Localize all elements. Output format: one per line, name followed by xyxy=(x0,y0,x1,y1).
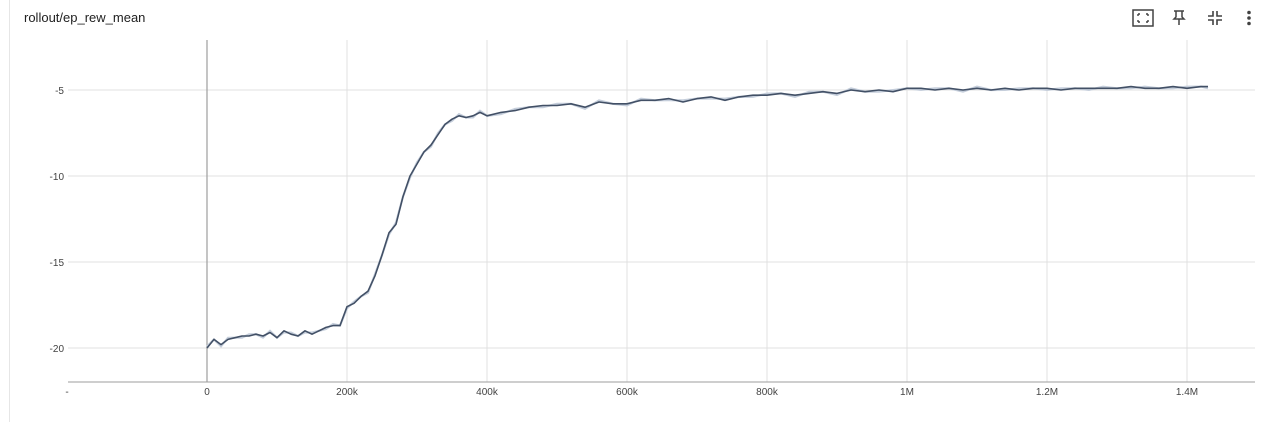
more-vert-icon[interactable] xyxy=(1238,7,1260,29)
x-tick-label: 1.4M xyxy=(1176,387,1198,398)
y-tick-label: -5 xyxy=(55,86,64,97)
x-tick-label: 800k xyxy=(756,387,779,398)
y-tick-label: -15 xyxy=(50,258,65,269)
x-tick-label: 600k xyxy=(616,387,639,398)
fit-domain-icon[interactable] xyxy=(1132,7,1154,29)
y-tick-label: -10 xyxy=(50,172,65,183)
series-smoothed-line xyxy=(206,85,1208,349)
chart-card: rollout/ep_rew_mean xyxy=(9,0,1274,422)
chart-title: rollout/ep_rew_mean xyxy=(24,10,146,25)
y-tick-label: -20 xyxy=(50,344,65,355)
chart-toolbar xyxy=(1132,7,1262,29)
x-tick-label: 1.2M xyxy=(1036,387,1058,398)
series-raw-line xyxy=(206,85,1209,348)
collapse-icon[interactable] xyxy=(1204,7,1226,29)
x-tick-label: 0 xyxy=(204,387,210,398)
pin-icon[interactable] xyxy=(1168,7,1190,29)
x-tick-label: 400k xyxy=(476,387,499,398)
x-tick-label: - xyxy=(65,387,68,398)
x-tick-label: 1M xyxy=(900,387,914,398)
x-tick-label: 200k xyxy=(336,387,359,398)
